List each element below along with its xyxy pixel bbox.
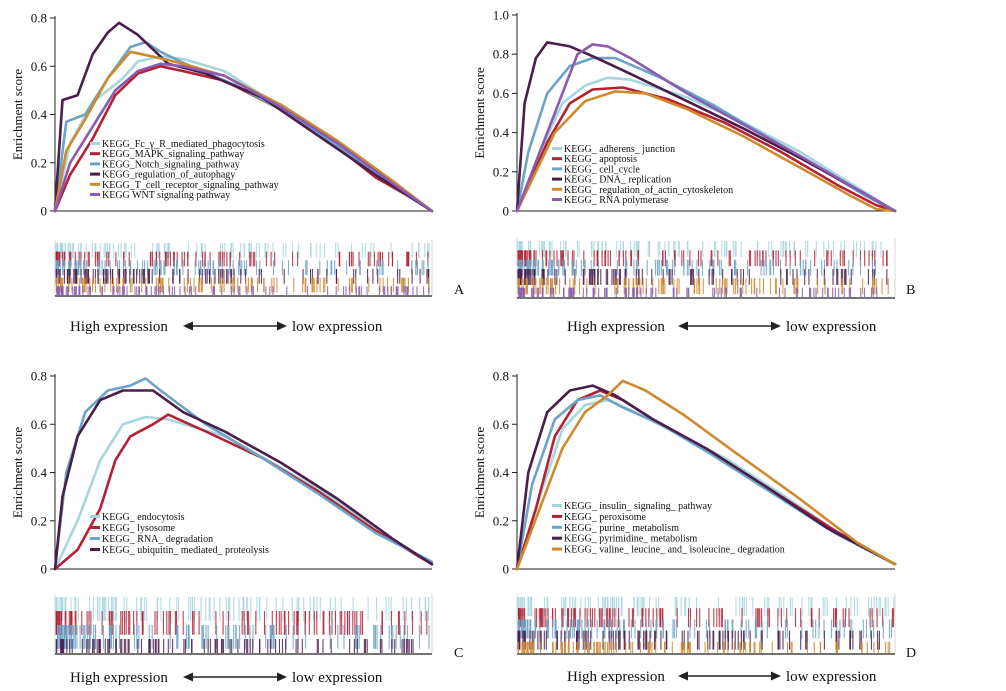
arrow-right-head [771, 671, 781, 681]
y-tick-label: 0.2 [31, 155, 47, 170]
panel-A: 0 0.2 0.4 0.6 0.8 Enrichment score KEGG_Fc_γ_R… [10, 11, 465, 336]
legend-entry: KEGG_Fc_γ_R_mediated_phagocytosis [102, 139, 265, 150]
legend-entry: KEGG_ regulation_of_actin_cytoskeleton [564, 185, 733, 196]
y-tick-label: 1.0 [493, 8, 509, 23]
legend-entry: KEGG_ cell_cycle [564, 164, 640, 175]
arrow-left-head [183, 321, 193, 331]
low-expression-label: low expression [786, 319, 877, 335]
legend-entry: KEGG_Notch_signaling_pathway [102, 159, 240, 170]
series-line [53, 65, 434, 213]
y-axis-label: Enrichment score [10, 69, 25, 161]
series-line [515, 43, 897, 213]
panel-C: 0 0.2 0.4 0.6 0.8 Enrichment score KEGG_ endoc… [10, 369, 463, 687]
series-line [515, 384, 897, 571]
panel-label: A [454, 283, 465, 298]
y-axis-label: Enrichment score [10, 427, 25, 519]
legend-entry: KEGG_MAPK_signaling_pathway [102, 149, 244, 160]
legend-entry: KEGG_ ubiquitin_ mediated_ proteolysis [102, 545, 269, 556]
series-line [515, 86, 897, 213]
y-tick-label: 0.6 [31, 59, 48, 74]
series-line [53, 40, 434, 213]
low-expression-label: low expression [786, 669, 877, 685]
legend-entry: KEGG_ insulin_ signaling_ pathway [564, 501, 712, 512]
legend-entry: KEGG_ peroxisome [564, 512, 646, 523]
panel-label: D [906, 646, 916, 661]
arrow-right-head [771, 321, 781, 331]
series-line [515, 41, 897, 213]
panel-D: 0 0.2 0.4 0.6 0.8 Enrichment score KEGG_ insul… [472, 369, 916, 686]
arrow-left-head [183, 672, 193, 682]
legend-entry: KEGG_regulation_of_autophagy [102, 170, 235, 181]
legend-entry: KEGG_ purine_ metabolism [564, 523, 679, 534]
series-line [515, 90, 897, 213]
high-expression-label: High expression [567, 669, 665, 685]
series-line [53, 50, 434, 213]
low-expression-label: low expression [292, 319, 383, 335]
high-expression-label: High expression [70, 670, 168, 686]
legend-entry: KEGG_ RNA_ degradation [102, 534, 213, 545]
panel-label: B [906, 283, 915, 298]
panel-B: 0 0.2 0.4 0.6 0.8 1.0 Enrichment score KEGG_ ad… [472, 8, 915, 336]
legend-entry: KEGG_ RNA polymerase [564, 195, 669, 206]
high-expression-label: High expression [567, 319, 665, 335]
y-axis-label: Enrichment score [472, 427, 487, 519]
series-line [515, 379, 897, 571]
legend-entry: KEGG_ adherens_ junction [564, 144, 675, 155]
high-expression-label: High expression [70, 319, 168, 335]
series-line [53, 389, 434, 571]
arrow-left-head [678, 671, 688, 681]
legend-entry: KEGG WNT signaling pathway [102, 190, 230, 201]
series-line [515, 76, 897, 213]
y-tick-label: 0 [503, 562, 510, 577]
legend-entry: KEGG_ apoptosis [564, 154, 637, 165]
y-tick-label: 0.8 [493, 369, 509, 384]
y-tick-label: 0.4 [31, 465, 48, 480]
legend-entry: KEGG_ pyrimidine_ metabolism [564, 534, 698, 545]
y-tick-label: 0 [41, 562, 48, 577]
y-tick-label: 0.6 [493, 417, 510, 432]
arrow-right-head [277, 321, 287, 331]
series-line [53, 62, 434, 213]
legend-entry: KEGG_ valine_ leucine_ and_ isoleucine_ … [564, 545, 785, 556]
arrow-right-head [277, 672, 287, 682]
y-tick-label: 0.8 [493, 47, 509, 62]
arrow-left-head [678, 321, 688, 331]
legend-entry: KEGG_T_cell_receptor_signaling_pathway [102, 180, 279, 191]
y-tick-label: 0.2 [493, 164, 509, 179]
y-tick-label: 0 [503, 204, 510, 219]
legend-entry: KEGG_ DNA_ replication [564, 175, 671, 186]
y-axis-label: Enrichment score [472, 67, 487, 159]
y-tick-label: 0.8 [31, 11, 47, 26]
y-tick-label: 0.2 [493, 513, 509, 528]
y-tick-label: 0.4 [493, 465, 510, 480]
y-tick-label: 0.6 [31, 417, 48, 432]
low-expression-label: low expression [292, 670, 383, 686]
y-tick-label: 0 [41, 204, 48, 219]
legend-entry: KEGG_ endocytosis [102, 512, 185, 523]
y-tick-label: 0.6 [493, 86, 510, 101]
y-tick-label: 0.4 [493, 125, 510, 140]
y-tick-label: 0.4 [31, 107, 48, 122]
series-line [53, 377, 434, 571]
y-tick-label: 0.8 [31, 369, 47, 384]
legend-entry: KEGG_ lysosome [102, 523, 176, 534]
y-tick-label: 0.2 [31, 513, 47, 528]
series-line [53, 21, 434, 213]
panel-label: C [454, 646, 463, 661]
